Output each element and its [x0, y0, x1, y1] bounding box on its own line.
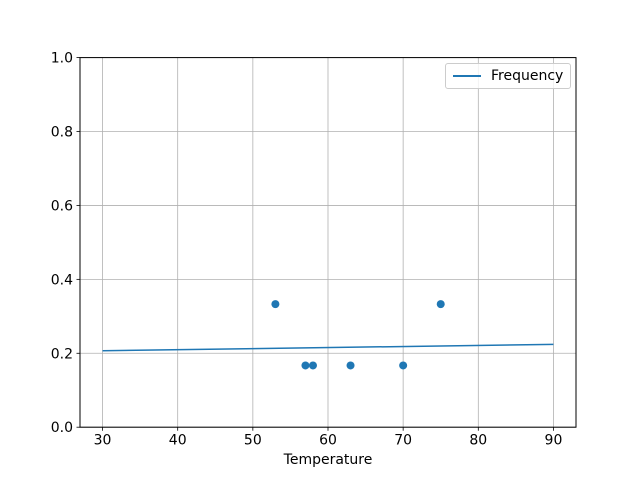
y-tick-label: 0.0 — [51, 420, 73, 436]
x-tick-label: 30 — [94, 433, 112, 449]
scatter-point — [301, 361, 310, 370]
x-tick-label: 60 — [319, 433, 337, 449]
y-tick-label: 0.6 — [51, 198, 73, 214]
y-tick-label: 0.4 — [51, 272, 73, 288]
y-tick-label: 0.2 — [51, 346, 73, 362]
x-tick-label: 90 — [545, 433, 563, 449]
legend: Frequency — [445, 63, 571, 89]
scatter-point — [436, 300, 445, 309]
scatter-point — [308, 361, 317, 370]
x-tick-label: 40 — [169, 433, 187, 449]
y-tick-label: 1.0 — [51, 51, 73, 67]
scatter-point — [271, 300, 280, 309]
x-axis-label: Temperature — [283, 452, 373, 468]
scatter-point — [346, 361, 355, 370]
y-tick-label: 0.8 — [51, 125, 73, 141]
x-tick-label: 50 — [244, 433, 262, 449]
legend-label: Frequency — [491, 67, 564, 84]
frequency-line — [102, 343, 554, 352]
x-tick-label: 70 — [394, 433, 412, 449]
scatter-point — [399, 361, 408, 370]
legend-line-swatch — [453, 75, 481, 77]
x-tick-label: 80 — [469, 433, 487, 449]
